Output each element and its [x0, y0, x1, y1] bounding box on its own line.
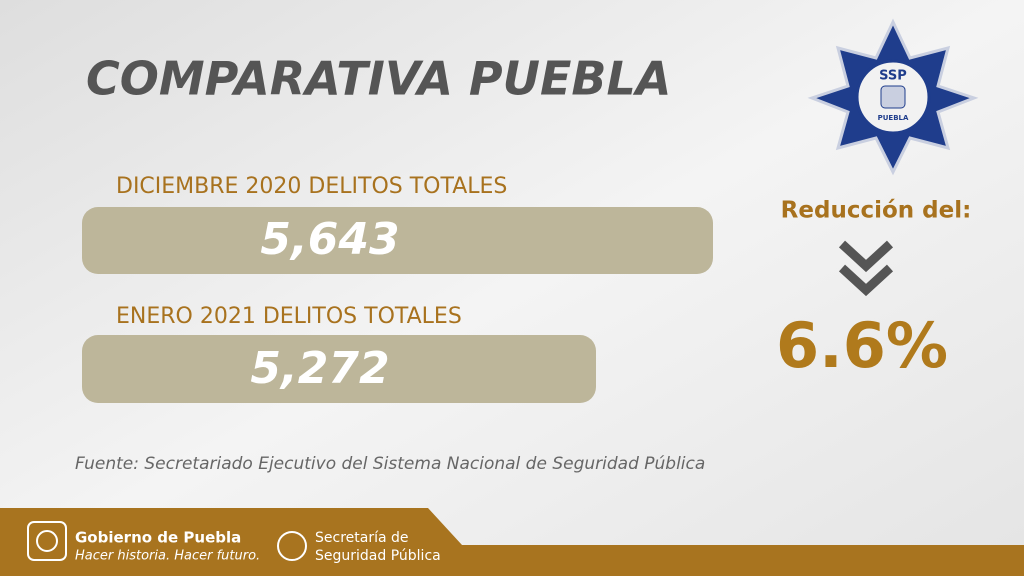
value-bar — [82, 207, 713, 274]
logo: SSP PUEBLA — [807, 18, 979, 176]
value-bar — [82, 335, 596, 403]
secretaria-line: Seguridad Pública — [315, 548, 441, 564]
source: Fuente: Secretariado Ejecutivo del Siste… — [75, 454, 705, 474]
gov-name: Gobierno de Puebla — [75, 529, 241, 547]
logo-shield — [880, 85, 906, 109]
chevron — [838, 240, 894, 273]
footer-band — [0, 508, 1024, 576]
gov-logo-mark — [36, 530, 58, 552]
item-label: DICIEMBRE 2020 DELITOS TOTALES — [116, 174, 507, 199]
reduction-value: 6.6% — [776, 309, 948, 382]
item-label: ENERO 2021 DELITOS TOTALES — [116, 304, 462, 329]
gov-logo-frame — [27, 521, 67, 561]
logo-text: SSP — [879, 69, 907, 84]
reduction-label: Reducción del: — [781, 198, 972, 224]
gov-logo — [27, 521, 67, 561]
title: COMPARATIVA PUEBLA — [86, 52, 671, 106]
secretaria-line: Secretaría de — [315, 530, 409, 546]
down-chevrons — [838, 240, 894, 297]
logo-subtext: PUEBLA — [878, 114, 909, 122]
item-value: 5,643 — [260, 214, 399, 265]
gov-slogan: Hacer historia. Hacer futuro. — [75, 549, 260, 564]
ssp-icon — [277, 531, 307, 561]
item-value: 5,272 — [250, 343, 389, 394]
chevron — [838, 264, 894, 297]
